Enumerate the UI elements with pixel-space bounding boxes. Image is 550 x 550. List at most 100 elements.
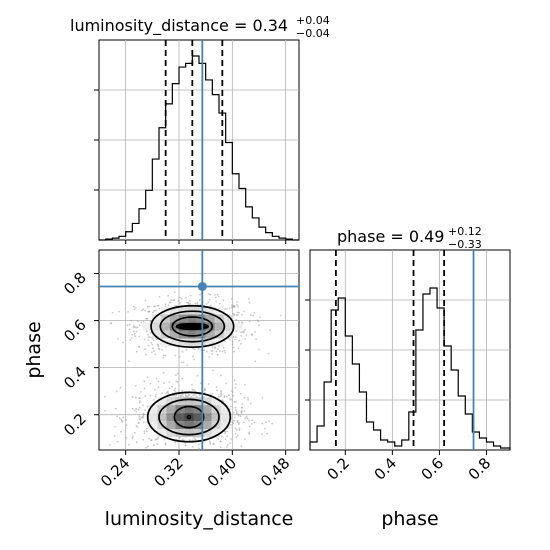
sample-point — [198, 447, 200, 450]
sample-point — [233, 306, 236, 309]
sample-point — [245, 334, 248, 337]
sample-point — [151, 351, 153, 354]
sample-point — [163, 438, 166, 441]
sample-point — [131, 407, 134, 410]
sample-point — [219, 350, 221, 352]
sample-point — [261, 396, 264, 399]
sample-point — [241, 406, 243, 409]
density-cell — [223, 330, 233, 339]
density-cell — [148, 405, 158, 414]
sample-point — [128, 323, 131, 326]
sample-point — [232, 394, 235, 397]
sample-point — [208, 356, 211, 358]
sample-point — [161, 392, 164, 395]
sample-point — [178, 355, 181, 358]
sample-point — [218, 295, 220, 298]
x-axis-label: luminosity_distance — [105, 508, 294, 530]
sample-point — [220, 435, 223, 438]
sample-point — [204, 389, 207, 391]
sample-point — [234, 338, 237, 341]
sample-point — [219, 390, 222, 392]
sample-point — [225, 382, 228, 385]
sample-point — [235, 318, 238, 321]
histogram-steps — [99, 55, 299, 241]
sample-point — [237, 347, 240, 350]
sample-point — [175, 380, 178, 383]
sample-point — [248, 432, 251, 435]
sample-point — [127, 311, 129, 313]
sample-point — [140, 417, 142, 419]
density-cell — [169, 306, 179, 315]
sample-point — [138, 400, 141, 403]
sample-point — [149, 320, 152, 323]
density-cell — [169, 338, 179, 347]
sample-point — [225, 446, 228, 448]
density-cell — [220, 405, 230, 414]
sample-point — [211, 346, 214, 349]
sample-point — [193, 389, 195, 392]
sample-point — [179, 296, 181, 299]
sample-point — [196, 301, 199, 304]
x-tick-label: 0.32 — [150, 454, 186, 490]
sample-point — [226, 430, 229, 433]
sample-point — [219, 395, 222, 397]
sample-point — [148, 437, 151, 440]
sample-point — [142, 415, 145, 417]
sample-point — [202, 448, 205, 451]
x-tick-label: 0.24 — [97, 454, 133, 490]
phase-histogram-panel: 0.2 0.4 0.6 0.8 phase = 0.49 +0.12 −0.33 ph… — [305, 225, 511, 530]
sample-point — [235, 314, 238, 317]
luminosity-distance-title-plus: +0.04 — [296, 14, 330, 27]
sample-point — [132, 330, 135, 333]
sample-point — [153, 398, 155, 401]
sample-point — [118, 417, 121, 420]
phase-x-axis-label: phase — [381, 508, 438, 530]
density-cell — [166, 413, 176, 422]
density-cell — [157, 413, 167, 422]
sample-point — [141, 309, 143, 312]
sample-point — [120, 430, 122, 433]
density-cell — [178, 338, 188, 347]
density-cell — [151, 322, 161, 331]
sample-point — [231, 340, 234, 343]
sample-point — [220, 392, 222, 395]
sample-point — [142, 412, 145, 415]
sample-point — [224, 308, 226, 310]
sample-point — [246, 417, 249, 420]
sample-point — [209, 293, 212, 296]
sample-point — [134, 384, 137, 387]
sample-point — [164, 303, 167, 306]
sample-point — [271, 422, 273, 425]
sample-point — [196, 303, 199, 306]
sample-point — [222, 400, 225, 403]
sample-point — [193, 436, 196, 439]
sample-point — [258, 316, 261, 319]
sample-point — [146, 376, 149, 379]
sample-point — [157, 386, 160, 389]
contour-line — [171, 316, 214, 337]
density-cell — [184, 397, 194, 406]
sample-point — [150, 341, 153, 344]
sample-point — [181, 389, 184, 392]
sample-point — [279, 314, 282, 317]
sample-point — [187, 303, 190, 306]
x-tick-label: 0.48 — [257, 454, 293, 490]
sample-point — [240, 410, 243, 413]
sample-point — [243, 330, 246, 332]
sample-point — [125, 419, 127, 421]
sample-point — [147, 339, 150, 341]
density-cell — [193, 397, 203, 406]
sample-point — [193, 358, 196, 361]
sample-point — [174, 354, 177, 357]
sample-point — [231, 391, 234, 393]
sample-point — [108, 444, 111, 446]
density-cell — [157, 429, 167, 438]
sample-point — [157, 345, 160, 348]
sample-point — [188, 300, 191, 302]
contour-core — [175, 322, 210, 331]
density-cell — [202, 405, 212, 414]
sample-point — [248, 301, 251, 304]
histogram-step-line — [99, 55, 299, 241]
sample-point — [158, 295, 161, 298]
sample-point — [211, 353, 214, 355]
